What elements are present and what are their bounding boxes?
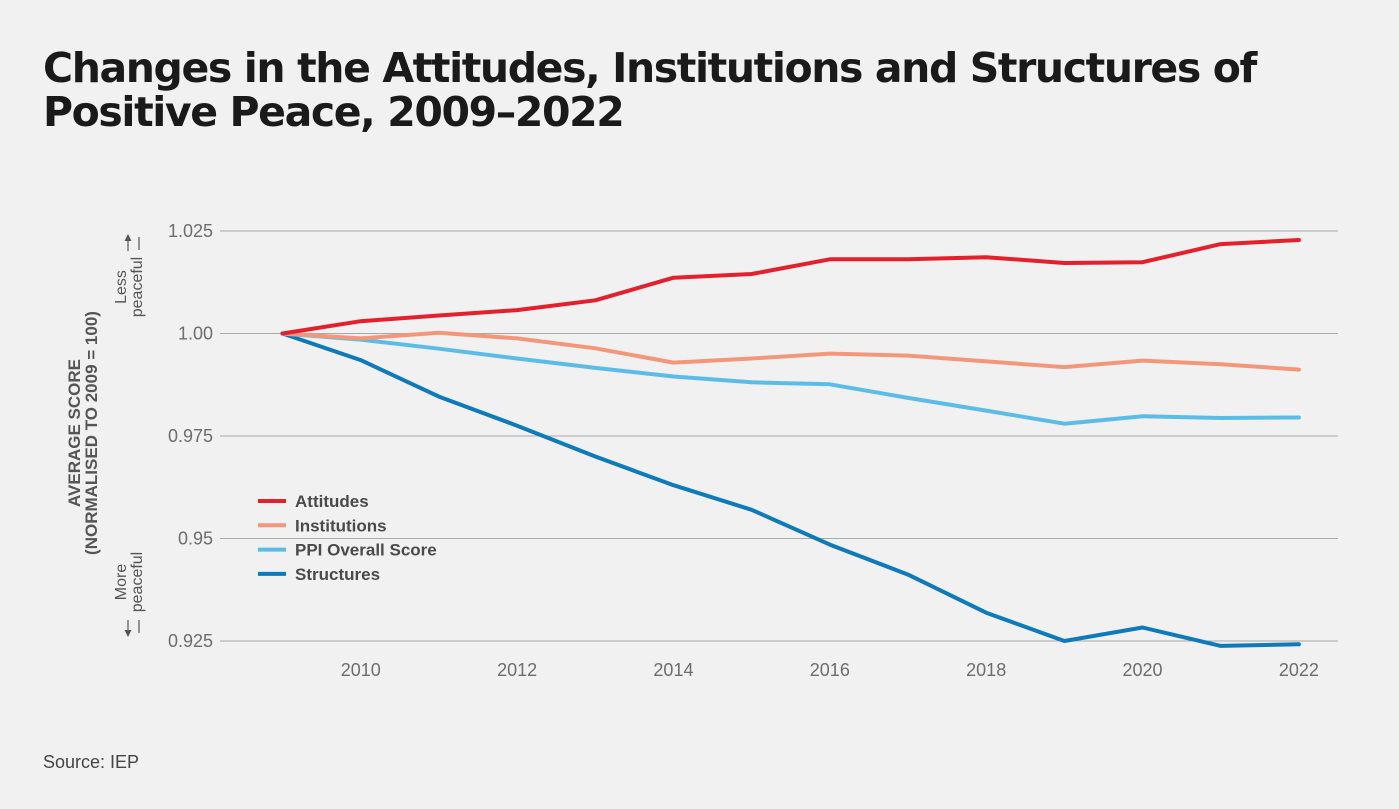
y-tick-label: 1.025 [168, 221, 213, 241]
y-axis-sublabel: (NORMALISED TO 2009 = 100) [82, 311, 101, 555]
x-tick-label: 2018 [966, 660, 1006, 680]
legend-label: PPI Overall Score [295, 541, 437, 560]
chart-title: Changes in the Attitudes, Institutions a… [43, 44, 1257, 136]
x-tick-label: 2020 [1123, 660, 1163, 680]
legend-label: Structures [295, 565, 380, 584]
series-line-ppi-overall-score [280, 331, 1301, 426]
y-axis-title: AVERAGE SCORE (NORMALISED TO 2009 = 100) [65, 311, 101, 555]
x-tick-label: 2012 [497, 660, 537, 680]
y-tick-label: 0.925 [168, 631, 213, 651]
legend-item: PPI Overall Score [258, 541, 437, 560]
legend: Attitudes Institutions PPI Overall Score St… [258, 492, 437, 584]
legend-item: Structures [258, 565, 380, 584]
x-tick-label: 2014 [653, 660, 693, 680]
arrow-up-icon [124, 234, 132, 241]
y-tick-label: 1.00 [178, 324, 213, 344]
arrow-down-icon [124, 630, 132, 637]
legend-label: Institutions [295, 516, 387, 535]
y-tick-label: 0.95 [178, 529, 213, 549]
x-tick-label: 2022 [1279, 660, 1319, 680]
y-axis-ticks: 0.925 0.95 0.975 1.00 1.025 [168, 221, 213, 651]
x-tick-label: 2016 [810, 660, 850, 680]
grid-lines [220, 230, 1338, 642]
peaceful-label-bottom: peaceful [129, 552, 146, 613]
series-line-institutions [280, 330, 1301, 372]
source-note: Source: IEP [43, 752, 140, 772]
legend-label: Attitudes [295, 492, 369, 511]
series-line-attitudes [280, 238, 1301, 336]
peaceful-label-top: peaceful [129, 257, 146, 318]
y-tick-label: 0.975 [168, 426, 213, 446]
legend-item: Attitudes [258, 492, 369, 511]
y-axis-label: AVERAGE SCORE [65, 359, 84, 507]
series-lines [280, 238, 1301, 648]
series-line-structures [280, 331, 1301, 648]
less-label: Less [113, 270, 130, 304]
more-label: More [113, 564, 130, 601]
x-axis-ticks: 2010 2012 2014 2016 2018 2020 2022 [341, 660, 1319, 680]
legend-item: Institutions [258, 516, 387, 535]
direction-indicator-top: Less peaceful [113, 234, 146, 317]
x-tick-label: 2010 [341, 660, 381, 680]
direction-indicator-bottom: More peaceful [113, 552, 146, 637]
